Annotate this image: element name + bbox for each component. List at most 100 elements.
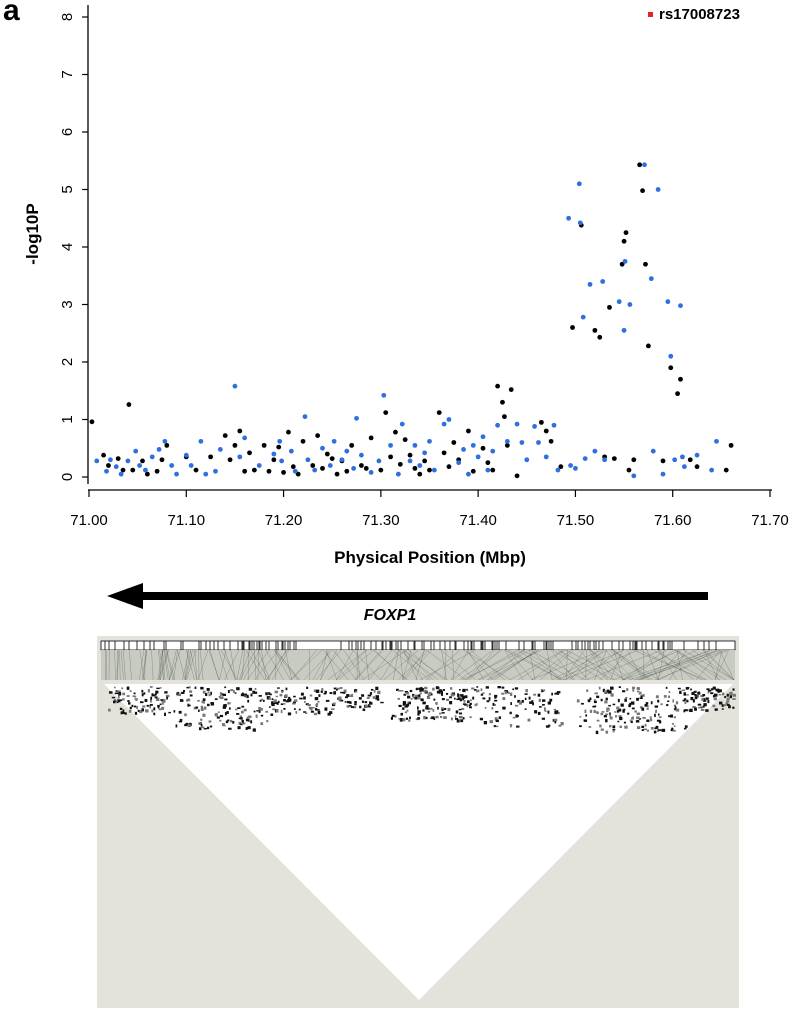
blue-snp-point bbox=[551, 422, 557, 428]
black-snp-point bbox=[266, 468, 272, 474]
blue-snp-point bbox=[490, 448, 496, 454]
blue-snp-point bbox=[427, 438, 432, 444]
black-snp-point bbox=[436, 410, 442, 415]
black-snp-point bbox=[208, 454, 214, 460]
panel-label: a bbox=[3, 0, 20, 27]
black-snp-point bbox=[315, 433, 321, 438]
black-snp-point bbox=[597, 334, 603, 340]
blue-snp-point bbox=[495, 422, 500, 428]
black-snp-point bbox=[363, 465, 369, 471]
black-snp-point bbox=[502, 414, 507, 420]
black-snp-point bbox=[723, 467, 729, 473]
black-snp-point bbox=[417, 471, 423, 477]
black-snp-point bbox=[120, 467, 126, 473]
blue-snp-point bbox=[381, 392, 387, 398]
black-snp-point bbox=[115, 456, 121, 461]
blue-snp-point bbox=[156, 447, 162, 452]
black-snp-point bbox=[675, 391, 680, 397]
legend-label: rs17008723 bbox=[659, 6, 740, 23]
blue-snp-point bbox=[648, 276, 654, 282]
blue-snp-point bbox=[125, 458, 131, 464]
blue-snp-point bbox=[660, 471, 666, 477]
blue-snp-point bbox=[627, 302, 633, 307]
blue-snp-point bbox=[524, 457, 530, 463]
black-snp-point bbox=[300, 438, 306, 444]
black-snp-point bbox=[508, 387, 514, 392]
black-snp-point bbox=[543, 428, 549, 434]
blue-snp-point bbox=[143, 467, 148, 473]
y-tick-label: 2 bbox=[59, 358, 76, 366]
black-snp-point bbox=[378, 467, 384, 473]
blue-snp-point bbox=[622, 258, 628, 264]
blue-snp-point bbox=[288, 448, 294, 454]
blue-snp-point bbox=[368, 470, 374, 475]
black-snp-point bbox=[466, 428, 471, 434]
blue-snp-point bbox=[555, 467, 561, 473]
blue-snp-point bbox=[118, 471, 124, 477]
blue-snp-point bbox=[519, 440, 525, 445]
axes: 0 1 2 3 4 5 6 7 8 71.00 71.10 71.20 71.30 71.40 71.50 7… bbox=[59, 5, 789, 529]
black-snp-point bbox=[480, 445, 486, 451]
black-snp-point bbox=[631, 457, 637, 463]
blue-snp-point bbox=[169, 463, 175, 468]
blue-snp-point bbox=[485, 467, 491, 473]
black-snp-point bbox=[101, 452, 106, 458]
y-tick-label: 4 bbox=[59, 243, 76, 251]
black-snp-point bbox=[422, 458, 428, 464]
blue-snp-point bbox=[694, 452, 700, 458]
blue-snp-point bbox=[217, 447, 223, 452]
black-snp-point bbox=[383, 410, 389, 415]
gene-label: FOXP1 bbox=[363, 607, 417, 624]
blue-snp-point bbox=[279, 458, 285, 464]
blue-snp-point bbox=[642, 162, 647, 168]
x-axis-label: Physical Position (Mbp) bbox=[334, 548, 526, 567]
blue-snp-point bbox=[602, 457, 608, 463]
legend: rs17008723 bbox=[648, 6, 740, 23]
blue-snp-point bbox=[213, 468, 218, 474]
blue-snp-point bbox=[543, 454, 549, 460]
x-tick-label: 71.70 bbox=[751, 512, 789, 529]
blue-snp-point bbox=[568, 463, 573, 468]
blue-snp-point bbox=[137, 463, 142, 468]
black-snp-point bbox=[538, 419, 544, 425]
black-snp-point bbox=[548, 438, 554, 444]
y-tick-label: 7 bbox=[59, 70, 76, 78]
blue-snp-point bbox=[446, 417, 452, 422]
black-snp-point bbox=[668, 365, 674, 371]
black-snp-point bbox=[451, 440, 457, 445]
black-snp-point bbox=[329, 456, 335, 461]
blue-snp-point bbox=[514, 421, 520, 427]
y-tick-label: 1 bbox=[59, 415, 76, 423]
black-snp-point bbox=[402, 437, 408, 443]
blue-snp-point bbox=[242, 435, 248, 441]
blue-snp-point bbox=[104, 468, 109, 474]
black-snp-point bbox=[106, 463, 111, 468]
blue-snp-point bbox=[277, 438, 283, 444]
black-snp-point bbox=[286, 429, 291, 435]
black-snp-point bbox=[320, 465, 325, 471]
blue-snp-point bbox=[631, 473, 637, 479]
black-snp-point bbox=[334, 471, 340, 477]
y-tick-label: 0 bbox=[59, 473, 76, 481]
blue-snp-point bbox=[388, 442, 393, 448]
black-snp-point bbox=[126, 402, 132, 407]
blue-snp-point bbox=[302, 414, 308, 420]
black-snp-point bbox=[626, 467, 632, 473]
black-snp-point bbox=[500, 399, 505, 405]
blue-snp-point bbox=[312, 467, 318, 473]
black-snp-point bbox=[164, 442, 170, 448]
black-snp-point bbox=[393, 429, 398, 435]
black-snp-point bbox=[227, 457, 233, 463]
black-snp-point bbox=[144, 471, 150, 477]
y-tick-label: 8 bbox=[59, 13, 76, 21]
black-snp-point bbox=[237, 428, 243, 434]
blue-snp-point bbox=[665, 299, 671, 305]
blue-snp-point bbox=[600, 279, 606, 284]
black-snp-point bbox=[611, 456, 617, 461]
blue-snp-point bbox=[480, 434, 486, 440]
blue-snp-point bbox=[407, 458, 413, 464]
black-snp-point bbox=[397, 461, 403, 467]
blue-snp-point bbox=[339, 457, 345, 463]
